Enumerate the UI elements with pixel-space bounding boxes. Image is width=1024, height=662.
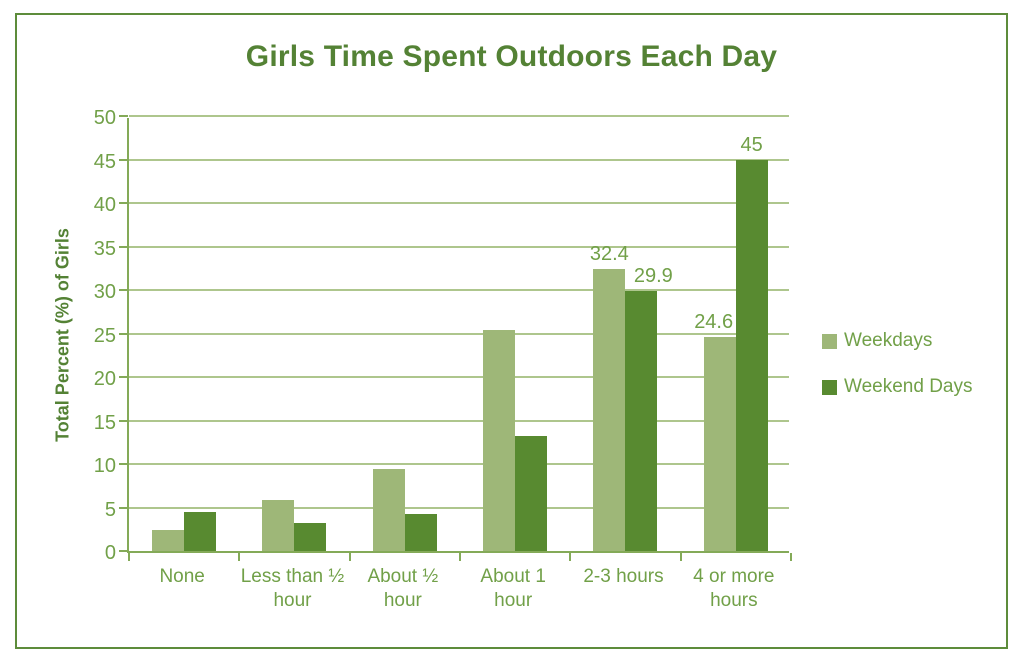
legend-label: Weekdays	[844, 330, 933, 351]
y-tick-label-45: 45	[93, 150, 116, 173]
chart-title: Girls Time Spent Outdoors Each Day	[245, 40, 778, 73]
data-label: 24.6	[694, 310, 734, 333]
data-label: 32.4	[589, 243, 629, 266]
y-axis-tick	[119, 115, 128, 117]
x-axis-tick	[569, 553, 572, 561]
gridline-35	[129, 245, 789, 248]
gridline-15	[129, 419, 789, 422]
x-axis-tick	[348, 553, 351, 561]
x-axis-tick	[679, 553, 682, 561]
y-tick-label-10: 10	[93, 455, 116, 477]
gridline-50	[129, 115, 789, 117]
bar-weekdays	[483, 330, 515, 551]
bar-weekend-days	[625, 290, 658, 551]
bar-weekend-days	[184, 511, 216, 551]
category-label: About ½ hour	[367, 566, 439, 611]
category-label: None	[159, 566, 205, 587]
bar-weekend-days	[404, 514, 437, 551]
gridline-20	[129, 376, 789, 378]
gridline-45	[129, 158, 789, 161]
x-axis-tick	[238, 553, 241, 561]
y-tick-label-35: 35	[93, 237, 116, 260]
y-axis-tick	[119, 202, 128, 204]
gridline-5	[129, 506, 789, 509]
legend: Weekdays Weekend Days	[822, 330, 973, 422]
y-tick-label-40: 40	[93, 194, 116, 216]
legend-entry: Weekdays	[822, 330, 973, 352]
bar-weekend-days	[294, 523, 327, 551]
x-axis-tick	[459, 553, 461, 561]
y-tick-label-15: 15	[93, 411, 116, 434]
y-axis-tick	[119, 332, 128, 335]
gridline-10	[129, 463, 789, 465]
category-label: Less than ½ hour	[240, 566, 345, 611]
bar-weekend-days	[735, 159, 768, 551]
gridline-40	[129, 202, 789, 204]
y-tick-label-25: 25	[93, 324, 116, 347]
category-label: 2-3 hours	[583, 566, 664, 587]
data-label: 45	[740, 133, 763, 156]
plot-area: 32.4 24.6 29.9 45	[119, 115, 792, 561]
legend-swatch-icon	[822, 333, 837, 349]
bar-weekend-days	[515, 436, 547, 551]
y-tick-label-0: 0	[104, 542, 116, 564]
y-axis-tick	[119, 463, 128, 465]
bar-weekdays	[372, 469, 405, 551]
y-axis-tick	[119, 245, 128, 248]
bar-weekdays	[703, 336, 736, 551]
y-tick-label-50: 50	[93, 107, 116, 129]
y-axis-tick	[119, 550, 128, 552]
y-axis-tick	[119, 376, 128, 378]
x-axis-tick	[790, 553, 792, 561]
legend-swatch-icon	[822, 379, 837, 395]
y-axis-tick	[119, 506, 128, 509]
y-tick-label-20: 20	[93, 368, 116, 390]
bar-weekdays	[593, 269, 626, 551]
y-tick-label-30: 30	[93, 281, 116, 303]
legend-label: Weekend Days	[844, 376, 973, 397]
gridline-25	[129, 332, 789, 335]
chart-frame: Girls Time Spent Outdoors Each Day Total…	[15, 13, 1008, 649]
y-axis-tick	[119, 289, 128, 291]
x-axis-tick	[128, 553, 130, 561]
bar-weekdays	[262, 499, 295, 551]
data-label: 29.9	[633, 264, 673, 287]
y-axis-tick	[119, 158, 128, 161]
category-label: 4 or more hours	[693, 566, 775, 611]
y-tick-label-5: 5	[104, 498, 116, 521]
category-label: About 1 hour	[480, 566, 546, 611]
legend-entry: Weekend Days	[822, 376, 973, 398]
y-axis-tick	[119, 419, 128, 422]
bar-weekdays	[152, 530, 184, 551]
gridline-30	[129, 289, 789, 291]
